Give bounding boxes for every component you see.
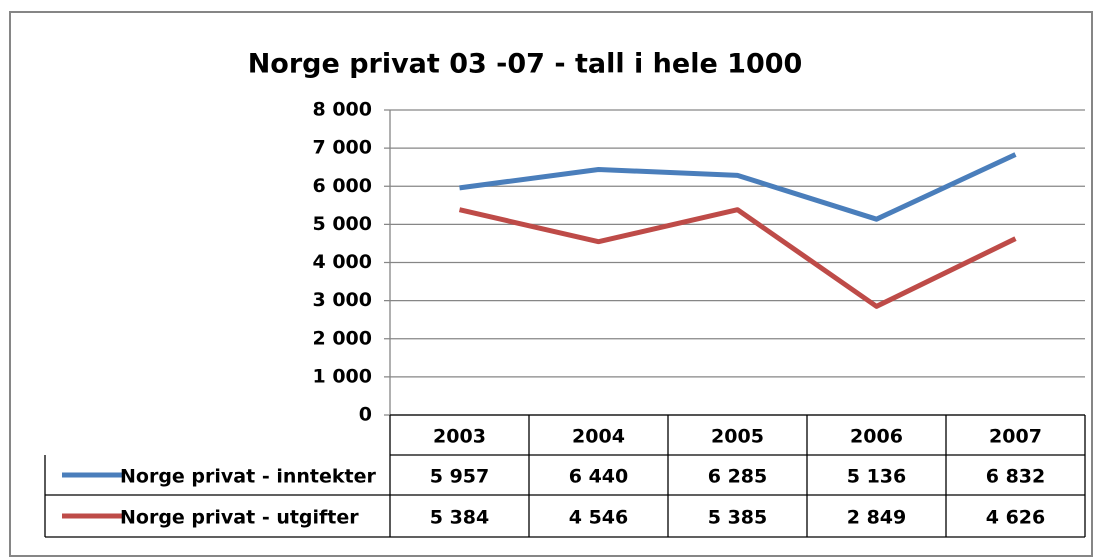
y-tick-label: 1 000 xyxy=(313,365,373,387)
table-value: 2 849 xyxy=(847,507,907,529)
table-value: 4 626 xyxy=(986,507,1046,529)
table-value: 6 285 xyxy=(708,466,768,488)
table-value: 5 384 xyxy=(430,507,490,529)
table-value: 5 385 xyxy=(708,507,768,529)
y-tick-label: 0 xyxy=(359,404,372,426)
y-tick-label: 5 000 xyxy=(313,213,373,235)
y-tick-label: 6 000 xyxy=(313,175,373,197)
x-tick-label: 2007 xyxy=(989,426,1042,448)
x-tick-label: 2006 xyxy=(850,426,903,448)
table-value: 6 440 xyxy=(569,466,629,488)
y-tick-label: 2 000 xyxy=(313,327,373,349)
y-tick-label: 7 000 xyxy=(313,137,373,159)
y-tick-label: 4 000 xyxy=(313,251,373,273)
series-line xyxy=(459,152,1017,222)
x-tick-label: 2005 xyxy=(711,426,764,448)
table-value: 6 832 xyxy=(986,466,1046,488)
table-value: 5 136 xyxy=(847,466,907,488)
legend-label: Norge privat - utgifter xyxy=(120,507,359,529)
table-value: 5 957 xyxy=(430,466,490,488)
y-tick-label: 3 000 xyxy=(313,289,373,311)
series-line xyxy=(458,207,1017,309)
x-tick-label: 2004 xyxy=(572,426,625,448)
table-value: 4 546 xyxy=(569,507,629,529)
legend-label: Norge privat - inntekter xyxy=(120,466,376,488)
chart-frame xyxy=(9,11,1093,557)
y-tick-label: 8 000 xyxy=(313,99,373,121)
x-tick-label: 2003 xyxy=(433,426,486,448)
chart-title: Norge privat 03 -07 - tall i hele 1000 xyxy=(248,49,803,80)
